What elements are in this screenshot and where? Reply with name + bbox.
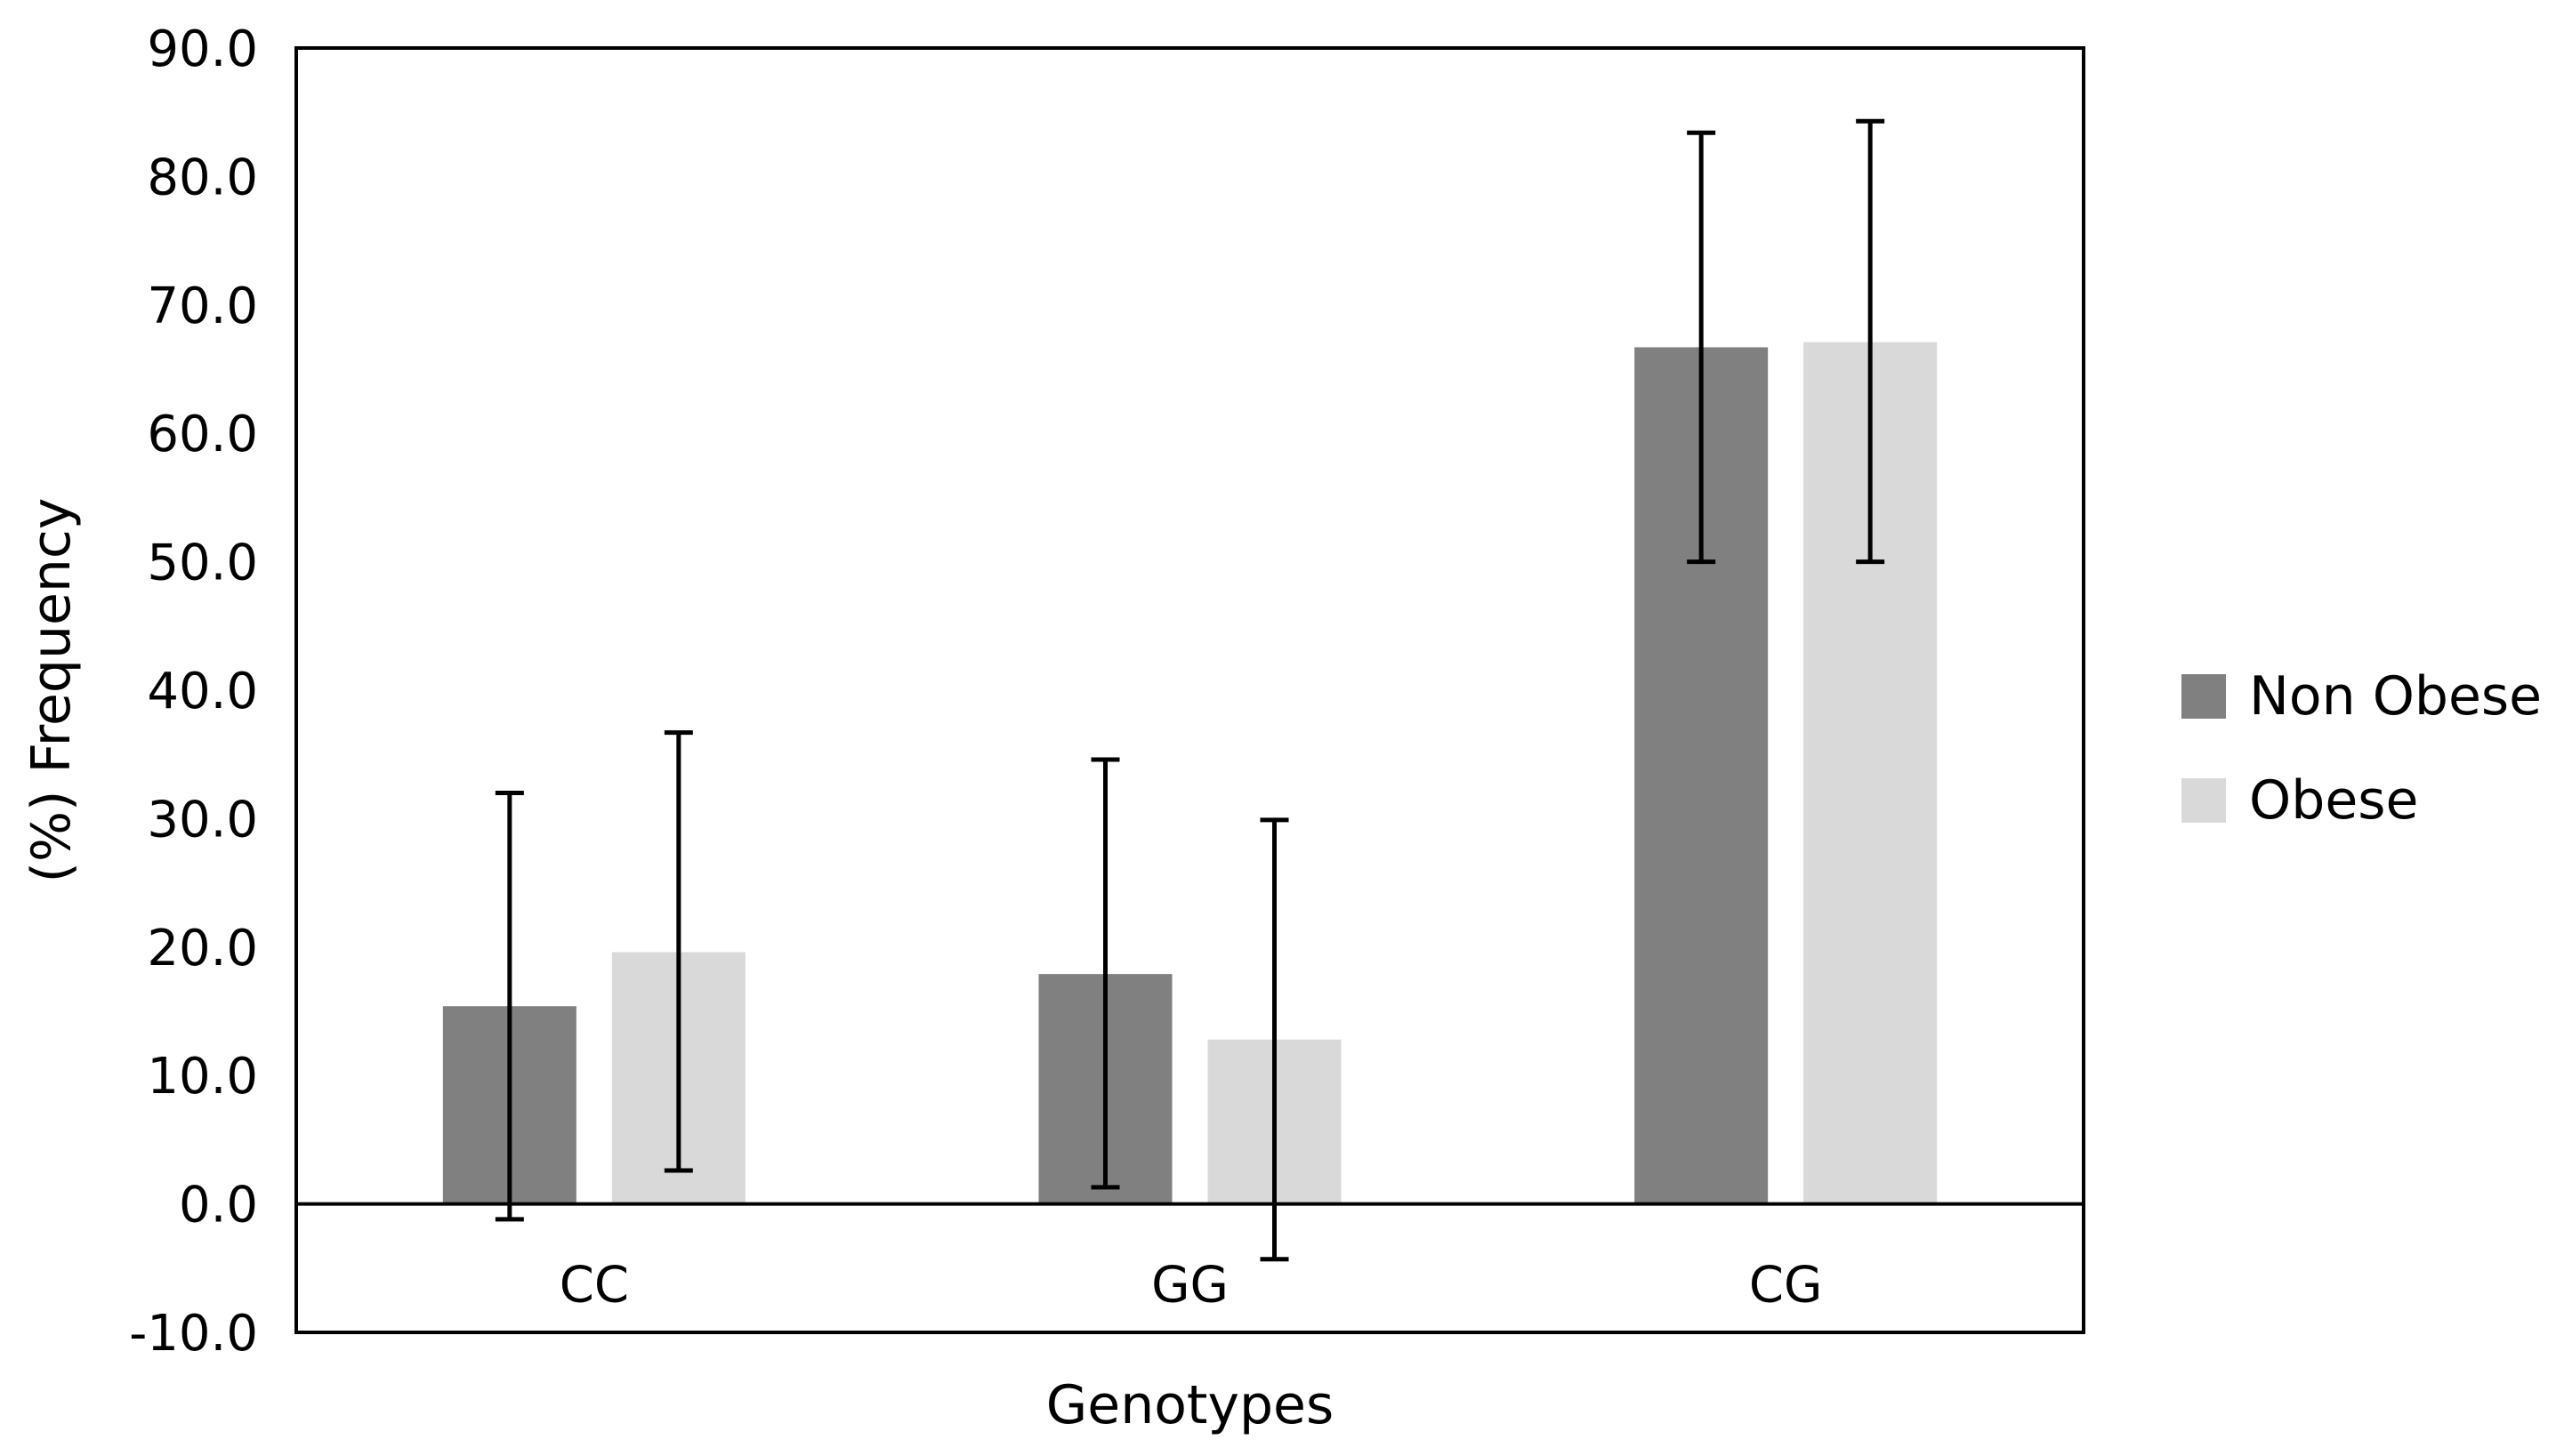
error-bar-obese-gg <box>1260 817 1289 1262</box>
x-axis-ticks: CC GG CG <box>560 1257 1823 1315</box>
error-bar-obese-cg <box>1856 118 1885 565</box>
y-tick-label: 70.0 <box>147 278 258 335</box>
legend-swatch-obese <box>2181 778 2226 823</box>
y-tick-label: 0.0 <box>179 1177 258 1235</box>
error-bar-non-obese-cc <box>495 791 524 1222</box>
y-axis-title: (%) Frequency <box>20 498 83 883</box>
y-tick-label: 80.0 <box>147 149 258 206</box>
y-tick-label: 60.0 <box>147 406 258 463</box>
y-tick-label: -10.0 <box>129 1305 258 1363</box>
x-axis-title: Genotypes <box>1046 1374 1334 1436</box>
y-tick-label: 90.0 <box>147 20 258 78</box>
y-tick-label: 30.0 <box>147 791 258 849</box>
plot-area-frame <box>294 46 2085 1334</box>
x-tick-label: GG <box>1151 1257 1229 1315</box>
y-axis-ticks: 90.0 80.0 70.0 60.0 50.0 40.0 30.0 20.0 10.0 0.0 -… <box>129 20 258 1363</box>
legend-label: Obese <box>2249 769 2418 832</box>
legend: Non Obese Obese <box>2181 665 2542 832</box>
bars-layer <box>442 342 1938 1204</box>
error-bars-layer <box>495 118 1885 1262</box>
y-tick-label: 10.0 <box>147 1048 258 1106</box>
error-bar-non-obese-cg <box>1687 130 1716 565</box>
error-bar-obese-cc <box>664 730 693 1173</box>
y-tick-label: 50.0 <box>147 535 258 592</box>
error-bar-non-obese-gg <box>1091 757 1120 1190</box>
y-tick-label: 20.0 <box>147 920 258 977</box>
x-tick-label: CG <box>1749 1257 1823 1315</box>
legend-label: Non Obese <box>2249 665 2542 728</box>
y-tick-label: 40.0 <box>147 663 258 720</box>
x-tick-label: CC <box>560 1257 629 1315</box>
legend-swatch-non-obese <box>2181 674 2226 719</box>
